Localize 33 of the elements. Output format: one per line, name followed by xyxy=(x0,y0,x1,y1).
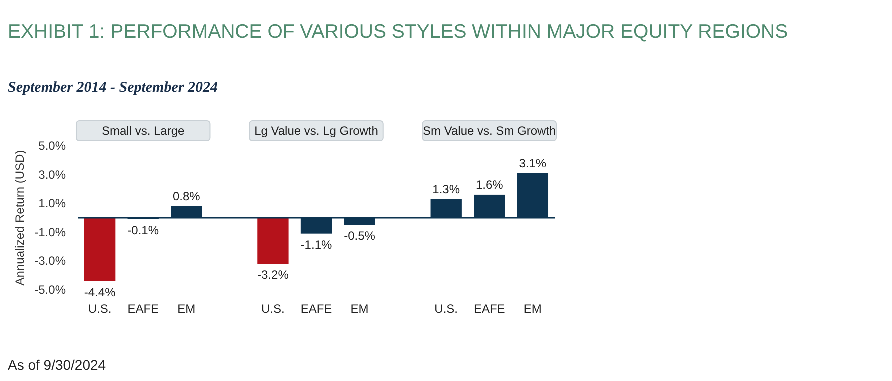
data-label: 1.3% xyxy=(432,182,460,196)
y-axis-title: Annualized Return (USD) xyxy=(13,150,27,286)
chart-title: EXHIBIT 1: PERFORMANCE OF VARIOUS STYLES WITHIN MAJOR EQUITY REGIONS xyxy=(8,21,788,43)
data-label: 0.8% xyxy=(172,189,201,204)
x-tick-label: U.S. xyxy=(434,302,458,316)
y-tick-label: 5.0% xyxy=(38,139,66,153)
y-tick-label: 1.0% xyxy=(38,196,66,211)
bar xyxy=(258,218,289,264)
x-tick-label: EAFE xyxy=(474,302,506,316)
x-tick-label: EM xyxy=(350,302,369,316)
y-tick-label: -5.0% xyxy=(34,283,66,297)
text: Lg Value vs. Lg Growth xyxy=(254,124,378,138)
y-tick-label: -1.0% xyxy=(34,225,66,240)
data-label: -4.4% xyxy=(84,285,116,300)
data-label: 3.1% xyxy=(519,156,547,170)
text: As of 9/30/2024 xyxy=(8,357,106,373)
y-tick-label: 3.0% xyxy=(38,168,66,182)
data-label: -0.5% xyxy=(344,229,376,244)
data-label: 1.6% xyxy=(476,178,504,192)
data-label: -3.2% xyxy=(258,268,290,282)
x-tick-label: EM xyxy=(524,302,542,316)
text: Sm Value vs. Sm Growth xyxy=(423,124,556,138)
text: Small vs. Large xyxy=(102,124,186,138)
y-tick-label: -3.0% xyxy=(34,254,66,268)
x-tick-label: EAFE xyxy=(128,302,160,316)
x-tick-label: U.S. xyxy=(88,302,112,316)
data-label: -0.1% xyxy=(128,223,160,238)
chart-subtitle: September 2014 - September 2024 xyxy=(8,80,218,96)
x-tick-label: EM xyxy=(178,302,196,316)
bar xyxy=(84,218,116,282)
x-tick-label: U.S. xyxy=(262,302,285,316)
x-tick-label: EAFE xyxy=(300,302,332,316)
data-label: -1.1% xyxy=(300,238,332,252)
